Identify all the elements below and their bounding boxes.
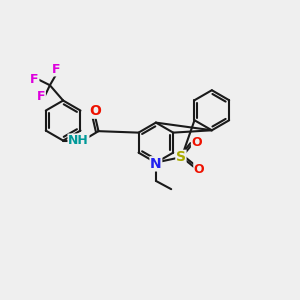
Text: O: O: [194, 163, 205, 176]
Text: F: F: [30, 73, 39, 86]
Text: S: S: [176, 150, 186, 164]
Text: O: O: [89, 104, 101, 118]
Text: O: O: [191, 136, 202, 149]
Text: F: F: [52, 63, 61, 76]
Text: NH: NH: [68, 134, 89, 147]
Text: N: N: [150, 157, 162, 171]
Text: F: F: [37, 90, 45, 103]
